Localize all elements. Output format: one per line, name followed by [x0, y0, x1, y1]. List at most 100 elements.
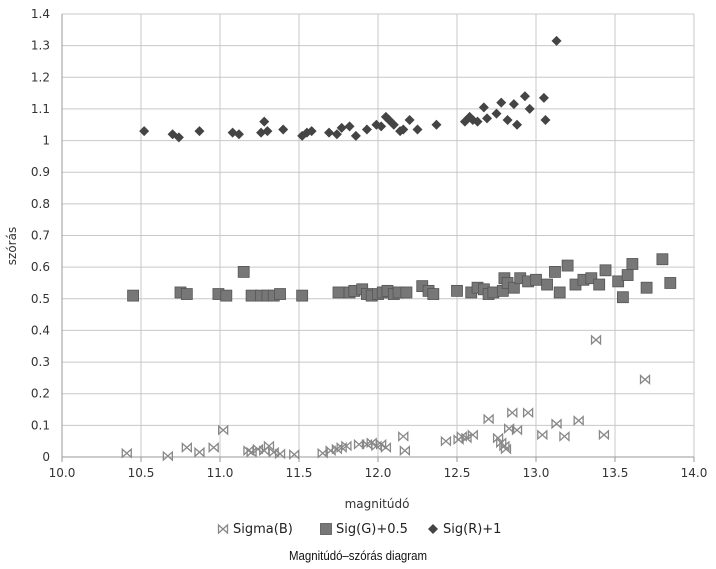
point-sig-r-1 — [512, 119, 523, 130]
y-tick-label: 0 — [42, 450, 50, 464]
point-sig-g-0-5 — [612, 275, 625, 288]
point-sig-r-1 — [344, 121, 355, 132]
point-sigma-b — [573, 415, 584, 427]
point-sigma-b — [274, 448, 286, 460]
point-sig-r-1 — [398, 124, 409, 135]
point-sig-r-1 — [502, 115, 513, 126]
legend-label-sig-g-0-5: Sig(G)+0.5 — [336, 522, 408, 537]
point-sig-g-0-5 — [274, 288, 286, 300]
point-sig-r-1 — [262, 126, 273, 137]
point-sigma-b — [537, 429, 548, 441]
point-sigma-b — [376, 438, 387, 450]
x-tick-label: 10.0 — [49, 466, 76, 480]
point-sigma-b — [507, 407, 518, 419]
point-sigma-b — [380, 442, 392, 453]
point-sig-r-1 — [508, 99, 519, 110]
point-sig-g-0-5 — [332, 286, 345, 299]
point-sig-r-1 — [491, 108, 502, 119]
point-sigma-b — [598, 429, 610, 441]
point-sig-g-0-5 — [561, 259, 574, 272]
point-sigma-b — [353, 438, 365, 450]
point-sig-g-0-5 — [621, 269, 634, 281]
x-tick-label: 14.0 — [681, 466, 708, 480]
point-sig-r-1 — [431, 119, 442, 130]
y-tick-label: 0.4 — [31, 323, 50, 337]
y-tick-label: 0.3 — [31, 355, 50, 369]
point-sig-g-0-5 — [617, 291, 629, 304]
point-sigma-b — [483, 413, 494, 425]
y-tick-labels: 0 0.1 0.2 0.3 0.4 0.5 0.6 0.7 0.8 0.9 1 1.1 1.2 1.3 1.… — [31, 7, 50, 464]
y-tick-label: 0.9 — [31, 165, 50, 179]
point-sig-g-0-5 — [626, 258, 639, 270]
point-sigma-b — [243, 445, 254, 457]
y-tick-label: 0.7 — [31, 229, 50, 243]
point-sig-r-1 — [259, 116, 270, 127]
point-sig-r-1 — [540, 115, 551, 126]
point-sigma-b — [511, 424, 523, 436]
point-sigma-b — [492, 432, 504, 444]
point-sigma-b — [208, 442, 219, 453]
point-sigma-b — [639, 374, 651, 385]
point-sig-r-1 — [361, 124, 372, 135]
point-sig-g-0-5 — [640, 281, 653, 294]
y-axis-label: szórás — [5, 227, 19, 265]
point-sig-r-1 — [551, 35, 562, 46]
point-sig-g-0-5 — [541, 278, 553, 291]
point-sigma-b — [218, 424, 229, 436]
y-tick-label: 0.5 — [31, 292, 50, 306]
point-sig-g-0-5 — [220, 289, 233, 302]
point-sigma-b — [194, 446, 205, 458]
point-sigma-b — [559, 430, 570, 442]
point-sig-r-1 — [538, 92, 549, 103]
point-sig-g-0-5 — [585, 272, 598, 285]
point-sigma-b — [500, 443, 512, 455]
y-tick-label: 1.4 — [31, 7, 50, 21]
point-sig-r-1 — [496, 97, 507, 108]
legend-marker-sig-r-1 — [428, 524, 438, 534]
x-tick-label: 11.0 — [207, 466, 234, 480]
x-tick-label: 12.5 — [444, 466, 471, 480]
point-sigma-b — [467, 429, 478, 441]
x-tick-label: 13.0 — [523, 466, 550, 480]
point-sig-g-0-5 — [530, 273, 542, 286]
point-sigma-b — [263, 440, 275, 452]
point-sig-g-0-5 — [507, 281, 520, 294]
point-sig-g-0-5 — [599, 264, 612, 277]
point-sigma-b — [181, 442, 192, 453]
legend-item-sigma-b: Sigma(B) — [217, 522, 293, 537]
point-sig-g-0-5 — [593, 278, 606, 291]
point-sigma-b — [121, 447, 132, 459]
point-sigma-b — [336, 442, 347, 453]
legend-item-sig-r-1: Sig(R)+1 — [428, 522, 501, 537]
y-tick-label: 0.8 — [31, 197, 50, 211]
point-sigma-b — [341, 440, 352, 452]
legend-label-sig-r-1: Sig(R)+1 — [443, 522, 501, 537]
point-sigma-b — [590, 334, 602, 346]
point-sigma-b — [522, 407, 534, 419]
point-sig-r-1 — [233, 129, 244, 140]
point-sigma-b — [289, 449, 300, 460]
legend-marker-sig-g-0-5 — [320, 523, 332, 535]
point-sig-r-1 — [139, 126, 150, 137]
point-sig-r-1 — [482, 113, 493, 124]
point-sig-g-0-5 — [553, 286, 566, 299]
point-sig-r-1 — [306, 126, 317, 137]
y-tick-label: 1.1 — [31, 102, 50, 116]
point-sigma-b — [456, 430, 467, 442]
point-sig-g-0-5 — [451, 284, 463, 297]
data-points — [121, 35, 677, 462]
point-sig-r-1 — [376, 121, 387, 132]
point-sig-r-1 — [404, 115, 415, 126]
legend: Sigma(B) Sig(G)+0.5 Sig(R)+1 — [217, 522, 501, 537]
x-tick-label: 12.0 — [365, 466, 392, 480]
legend-marker-sigma-b — [217, 523, 229, 535]
point-sig-r-1 — [194, 126, 205, 137]
x-tick-labels: 10.0 10.5 11.0 11.5 12.0 12.5 13.0 13.5 14.0 — [49, 466, 708, 480]
point-sig-r-1 — [519, 91, 530, 102]
point-sig-r-1 — [472, 116, 483, 127]
point-sigma-b — [503, 423, 515, 434]
point-sig-g-0-5 — [427, 288, 440, 300]
x-tick-label: 11.5 — [286, 466, 313, 480]
point-sig-g-0-5 — [180, 288, 193, 300]
